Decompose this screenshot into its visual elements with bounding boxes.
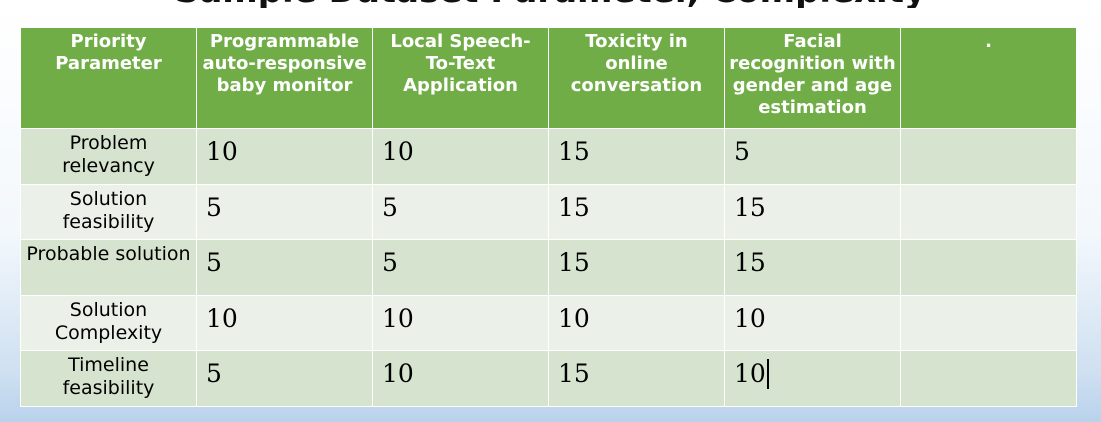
score-cell[interactable]: 5 bbox=[196, 350, 373, 407]
header-row: Priority Parameter Programmable auto-res… bbox=[20, 27, 1077, 129]
table-row: Probable solution 5 5 15 15 bbox=[20, 239, 1077, 296]
header-baby-monitor: Programmable auto-responsive baby monito… bbox=[196, 27, 373, 129]
score-cell[interactable] bbox=[900, 183, 1077, 241]
header-toxicity: Toxicity in online conversation bbox=[548, 27, 725, 129]
row-parameter: Solution feasibility bbox=[20, 183, 197, 241]
table-row: Timeline feasibility 5 10 15 10 bbox=[20, 350, 1077, 407]
score-cell[interactable]: 15 bbox=[548, 183, 725, 241]
score-cell[interactable]: 10 bbox=[724, 294, 901, 352]
score-cell[interactable]: 10 bbox=[196, 128, 373, 185]
score-cell[interactable]: 5 bbox=[372, 239, 549, 296]
table-row: Solution feasibility 5 5 15 15 bbox=[20, 183, 1077, 241]
score-cell[interactable] bbox=[900, 239, 1077, 296]
score-cell[interactable]: 5 bbox=[724, 128, 901, 185]
table-row: Solution Complexity 10 10 10 10 bbox=[20, 294, 1077, 352]
score-cell[interactable] bbox=[900, 294, 1077, 352]
score-cell[interactable]: 15 bbox=[548, 128, 725, 185]
row-parameter: Probable solution bbox=[20, 239, 197, 296]
row-parameter: Problem relevancy bbox=[20, 128, 197, 185]
score-cell[interactable]: 15 bbox=[724, 183, 901, 241]
score-cell[interactable]: 10 bbox=[372, 350, 549, 407]
priority-table: Priority Parameter Programmable auto-res… bbox=[20, 27, 1077, 407]
score-cell[interactable]: 10 bbox=[196, 294, 373, 352]
score-cell[interactable] bbox=[900, 350, 1077, 407]
score-value: 10 bbox=[734, 359, 766, 389]
score-cell[interactable]: 5 bbox=[196, 239, 373, 296]
score-cell[interactable]: 15 bbox=[548, 239, 725, 296]
table-row: Problem relevancy 10 10 15 5 bbox=[20, 128, 1077, 185]
score-cell[interactable]: 5 bbox=[196, 183, 373, 241]
score-cell[interactable] bbox=[900, 128, 1077, 185]
score-cell[interactable]: 15 bbox=[724, 239, 901, 296]
slide-title: Sample Dataset Parameter, Complexity bbox=[0, 0, 1101, 8]
score-cell[interactable]: 10 bbox=[548, 294, 725, 352]
score-cell[interactable]: 10 bbox=[372, 294, 549, 352]
score-cell[interactable]: 10 bbox=[724, 350, 901, 407]
score-cell[interactable]: 5 bbox=[372, 183, 549, 241]
header-priority-parameter: Priority Parameter bbox=[20, 27, 197, 129]
header-blank: . bbox=[900, 27, 1077, 129]
score-cell[interactable]: 15 bbox=[548, 350, 725, 407]
row-parameter: Solution Complexity bbox=[20, 294, 197, 352]
header-facial-recognition: Facial recognition with gender and age e… bbox=[724, 27, 901, 129]
row-parameter: Timeline feasibility bbox=[20, 350, 197, 407]
text-cursor bbox=[766, 359, 769, 390]
header-speech-to-text: Local Speech-To-Text Application bbox=[372, 27, 549, 129]
score-cell[interactable]: 10 bbox=[372, 128, 549, 185]
